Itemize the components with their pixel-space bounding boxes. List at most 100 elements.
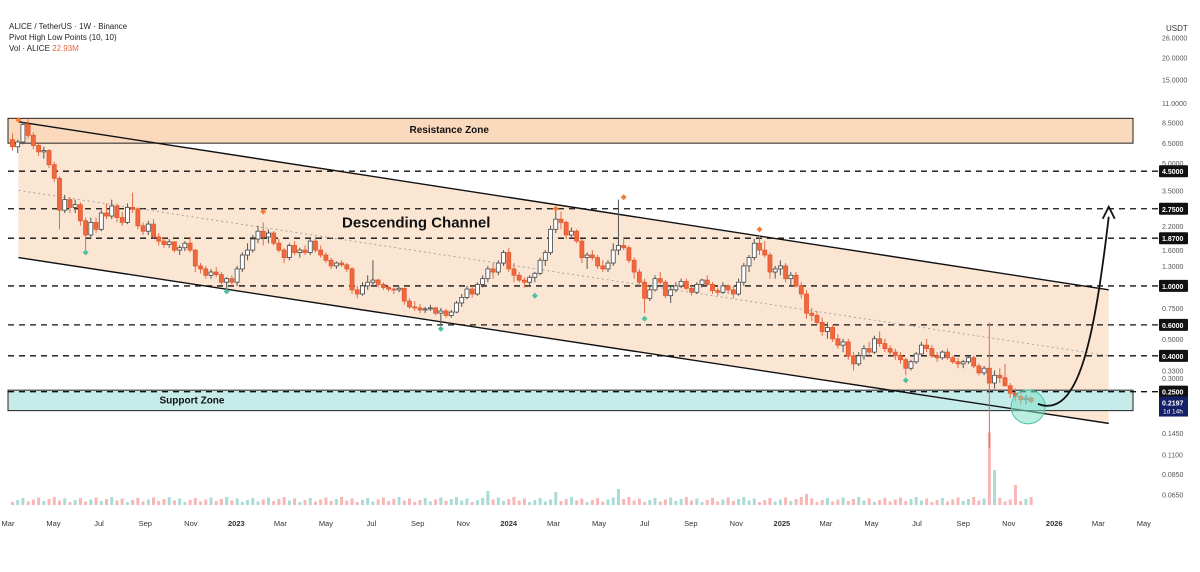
level-badge-label-5: 0.4000	[1162, 354, 1184, 361]
volume-bar-180	[951, 499, 955, 505]
volume-bar-173	[914, 497, 918, 505]
candle-body-38	[208, 271, 214, 276]
candle-body-42	[229, 278, 235, 283]
candle-body-160	[845, 341, 851, 357]
candle-189	[997, 368, 1003, 384]
candle-body-88	[469, 288, 475, 295]
x-tick-label-6: Mar	[274, 519, 287, 528]
volume-bar-61	[329, 501, 333, 505]
volume-bar-144	[763, 500, 767, 505]
candle-body-133	[704, 279, 710, 285]
currency-label: USDT	[1166, 24, 1188, 33]
candle-body-48	[260, 230, 266, 238]
candle-30	[166, 239, 172, 248]
volume-bar-131	[695, 498, 699, 505]
candle-41	[224, 277, 230, 290]
candle-body-116	[616, 245, 621, 251]
volume-bar-104	[554, 492, 558, 505]
candle-body-12	[72, 204, 78, 208]
volume-bar-126	[669, 497, 673, 505]
candle-95	[506, 247, 512, 273]
volume-bar-95	[507, 499, 511, 505]
candle-body-45	[245, 249, 250, 256]
volume-bar-46	[251, 498, 255, 505]
candle-body-67	[360, 285, 365, 295]
y-tick-label-1: 20.0000	[1162, 55, 1187, 62]
candle-72	[386, 285, 391, 292]
volume-bar-74	[397, 497, 401, 505]
candle-173	[913, 352, 919, 364]
y-tick-label-26: 0.0650	[1162, 492, 1184, 499]
volume-bar-170	[899, 497, 903, 505]
y-tick-label-5: 6.5000	[1162, 141, 1184, 148]
candle-body-72	[386, 287, 391, 290]
candle-body-4	[30, 134, 36, 146]
x-tick-label-14: Jul	[640, 519, 650, 528]
y-tick-label-23: 0.1450	[1162, 431, 1184, 438]
volume-bar-153	[810, 498, 814, 505]
candle-body-159	[840, 341, 846, 346]
candle-145	[767, 252, 773, 279]
candle-147	[777, 260, 783, 276]
candle-141	[746, 255, 752, 273]
volume-bar-194	[1024, 499, 1028, 505]
volume-bar-125	[663, 499, 667, 505]
volume-bar-49	[266, 497, 270, 505]
volume-bar-0	[10, 502, 14, 505]
volume-bar-77	[413, 502, 417, 505]
candle-11	[67, 197, 73, 214]
candle-61	[328, 257, 334, 269]
candle-body-79	[422, 308, 428, 311]
candle-127	[673, 282, 679, 293]
candle-body-24	[135, 208, 141, 227]
candle-body-19	[109, 205, 115, 217]
volume-bar-171	[904, 501, 908, 505]
candle-185	[976, 363, 982, 376]
candle-body-34	[187, 242, 193, 251]
volume-bar-28	[157, 501, 161, 505]
volume-bar-55	[298, 502, 302, 505]
candle-131	[694, 282, 700, 294]
candle-18	[104, 203, 109, 220]
volume-bar-179	[946, 501, 950, 505]
candle-body-40	[219, 274, 224, 283]
candle-31	[172, 241, 177, 253]
candle-body-142	[751, 242, 757, 258]
candle-10	[62, 194, 68, 214]
channel-upper-line	[18, 121, 1109, 291]
candle-body-70	[375, 279, 381, 285]
x-tick-label-19: May	[864, 519, 878, 528]
y-tick-label-19: 0.3300	[1162, 369, 1184, 376]
volume-bar-29	[162, 499, 166, 505]
candle-122	[647, 285, 653, 302]
candle-body-89	[475, 284, 480, 295]
volume-value: 22.93M	[52, 44, 79, 53]
candle-148	[783, 263, 789, 283]
volume-bar-68	[366, 498, 370, 505]
candle-151	[798, 282, 804, 299]
candle-body-131	[694, 284, 700, 293]
volume-bar-178	[940, 498, 944, 505]
candle-body-175	[924, 344, 930, 349]
volume-bar-184	[972, 497, 976, 505]
candle-body-132	[699, 279, 705, 285]
projection-arrow	[1037, 216, 1110, 407]
candle-115	[610, 243, 616, 266]
candle-42	[229, 275, 235, 286]
volume-bar-75	[402, 500, 406, 505]
volume-bar-166	[878, 500, 882, 505]
candle-162	[856, 352, 862, 367]
pivot-high-3	[620, 194, 627, 201]
candle-24	[135, 207, 141, 230]
candle-25	[140, 222, 146, 235]
volume-bar-129	[684, 497, 688, 505]
volume-bar-2	[21, 498, 25, 505]
candle-body-145	[767, 254, 773, 273]
candle-156	[825, 322, 830, 339]
volume-bar-158	[836, 499, 840, 505]
candle-body-106	[563, 222, 569, 236]
x-tick-label-25: May	[1137, 519, 1151, 528]
volume-bar-92	[491, 499, 495, 505]
volume-bar-145	[768, 498, 772, 505]
